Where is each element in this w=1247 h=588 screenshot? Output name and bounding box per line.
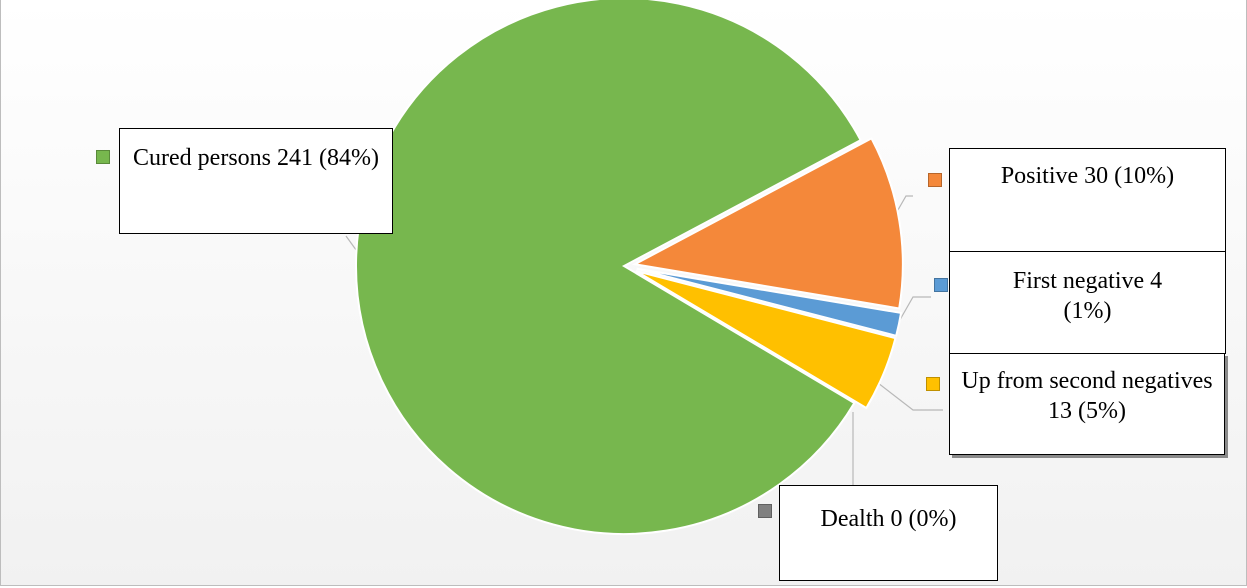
data-label-positive: Positive 30 (10%) xyxy=(949,148,1226,252)
legend-swatch-positive xyxy=(928,173,942,187)
slice-second-negatives xyxy=(635,270,897,410)
slice-cured xyxy=(355,0,862,535)
legend-swatch-death xyxy=(758,504,772,518)
data-label-cured: Cured persons 241 (84%) xyxy=(119,128,393,234)
data-label-first-negative: First negative 4 (1%) xyxy=(949,251,1226,354)
data-label-second-negatives: Up from second negatives 13 (5%) xyxy=(949,353,1225,455)
legend-swatch-first-negative xyxy=(934,278,948,292)
leader-second-negatives xyxy=(868,375,943,411)
legend-swatch-second-negatives xyxy=(926,377,940,391)
slice-positive xyxy=(631,137,904,310)
data-label-death: Dealth 0 (0%) xyxy=(779,485,998,581)
legend-swatch-cured xyxy=(96,150,110,164)
slice-first-negative xyxy=(636,267,903,338)
pie-slices xyxy=(355,0,904,535)
